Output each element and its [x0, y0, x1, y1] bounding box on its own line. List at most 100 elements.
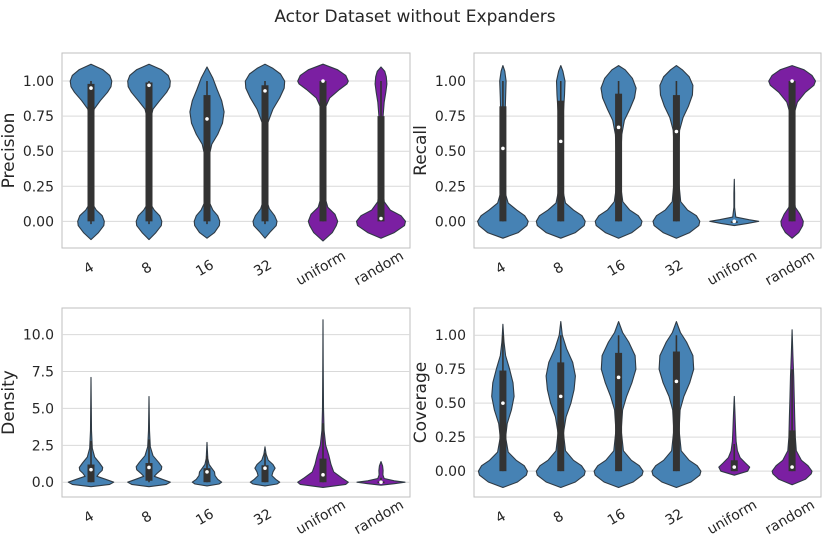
x-tick-label: 32	[251, 506, 274, 529]
violin-median	[558, 139, 563, 144]
violin-median	[205, 470, 209, 474]
violin-iqr-box	[615, 93, 623, 222]
y-tick-label: 7.5	[32, 364, 54, 380]
x-tick-label: 4	[493, 259, 509, 277]
y-axis-label: Precision	[0, 113, 19, 189]
panel-precision: 0.00 0.25 0.50 0.75 1.00 Precision 4 8 16 32 unifo…	[0, 52, 411, 289]
violin-median	[263, 466, 267, 471]
y-tick-label: 0.00	[435, 214, 466, 230]
x-tick-label: 4	[81, 508, 97, 526]
x-tick-label: 4	[493, 508, 509, 526]
violin-median	[674, 379, 679, 384]
x-tick-label: random	[763, 248, 818, 289]
x-tick-label: uniform	[293, 248, 348, 289]
x-tick-label: 8	[139, 508, 155, 526]
violin-iqr-box	[377, 116, 385, 222]
violin-median	[89, 467, 93, 472]
plot-frame	[61, 52, 411, 249]
violin-median	[790, 79, 794, 83]
violin-iqr-box	[672, 95, 680, 222]
y-tick-label: 1.00	[435, 328, 466, 344]
y-tick-label: 5.0	[32, 401, 54, 417]
violin-4	[67, 376, 115, 488]
x-tick-label: 16	[193, 506, 217, 529]
violin-uniform	[718, 395, 751, 476]
y-tick-label: 0.50	[435, 396, 466, 412]
y-axis-label: Recall	[411, 125, 431, 176]
violin-iqr-box	[557, 362, 565, 472]
y-tick-label: 10.0	[23, 328, 54, 344]
violin-median	[501, 401, 505, 405]
y-tick-label: 0.00	[23, 214, 54, 230]
panel-density: 0.0 2.5 5.0 7.5 10.0 Density 4 8 16 32 uniform rand…	[0, 307, 411, 538]
plot-frame	[473, 52, 822, 249]
plot-frame	[473, 307, 822, 498]
violin-median	[263, 89, 267, 93]
y-tick-label: 0.25	[23, 179, 54, 195]
violin-iqr-box	[145, 82, 153, 222]
violin-median	[205, 117, 209, 121]
violin-iqr-box	[499, 370, 507, 472]
violin-iqr-box	[615, 352, 623, 472]
violin-median	[379, 480, 383, 485]
x-tick-label: 16	[605, 257, 629, 280]
x-tick-label: 16	[193, 257, 217, 280]
violin-uniform	[297, 319, 349, 488]
violin-iqr-box	[788, 430, 796, 472]
violin-iqr-box	[788, 81, 796, 222]
y-tick-label: 0.50	[23, 144, 54, 160]
y-tick-label: 0.00	[435, 464, 466, 480]
violin-iqr-box	[87, 464, 95, 483]
y-tick-label: 1.00	[435, 74, 466, 90]
violin-random	[356, 461, 406, 486]
y-tick-label: 0.0	[32, 475, 54, 491]
x-tick-label: uniform	[293, 497, 348, 538]
figure-title: Actor Dataset without Expanders	[274, 7, 555, 27]
x-tick-label: 16	[605, 506, 629, 529]
y-axis-label: Coverage	[411, 362, 431, 443]
violin-median	[147, 465, 151, 470]
panel-recall: 0.00 0.25 0.50 0.75 1.00 Recall 4 8 16 32 uniform r…	[411, 52, 822, 289]
y-tick-label: 0.25	[435, 430, 466, 446]
violin-iqr-box	[261, 85, 269, 222]
violin-median	[379, 216, 383, 221]
violin-iqr-box	[203, 95, 211, 222]
violin-iqr-box	[261, 465, 269, 483]
x-tick-label: random	[351, 497, 406, 538]
violin-iqr-box	[319, 81, 327, 222]
violin-iqr-box	[319, 458, 327, 483]
violin-median	[147, 83, 151, 88]
violin-iqr-box	[557, 100, 565, 222]
violin-iqr-box	[145, 463, 153, 481]
violin-median	[732, 465, 737, 469]
x-tick-label: 32	[663, 257, 686, 280]
y-axis-label: Density	[0, 370, 19, 435]
violin-iqr-box	[672, 351, 680, 472]
y-tick-label: 0.50	[435, 144, 466, 160]
violin-median	[616, 375, 621, 380]
x-tick-label: random	[763, 497, 818, 538]
x-tick-label: 8	[551, 259, 567, 277]
violin-median	[790, 465, 794, 469]
violin-median	[674, 129, 679, 134]
violin-median	[321, 473, 325, 477]
x-tick-label: 32	[251, 257, 274, 280]
y-tick-label: 0.75	[435, 362, 466, 378]
y-tick-label: 2.5	[32, 438, 54, 454]
y-tick-label: 0.25	[435, 179, 466, 195]
y-tick-label: 1.00	[23, 74, 54, 90]
violin-median	[89, 86, 93, 90]
violin-iqr-box	[87, 83, 95, 222]
x-tick-label: uniform	[705, 497, 760, 538]
violin-median	[616, 125, 621, 130]
x-tick-label: uniform	[705, 248, 760, 289]
violin-median	[558, 394, 563, 399]
x-tick-label: 8	[139, 259, 155, 277]
x-tick-label: 4	[81, 259, 97, 277]
violin-median	[732, 219, 737, 224]
violin-median	[501, 146, 505, 151]
panel-coverage: 0.00 0.25 0.50 0.75 1.00 Coverage 4 8 16 32 unifor…	[411, 307, 822, 538]
plot-frame	[61, 307, 411, 498]
y-tick-label: 0.75	[23, 109, 54, 125]
